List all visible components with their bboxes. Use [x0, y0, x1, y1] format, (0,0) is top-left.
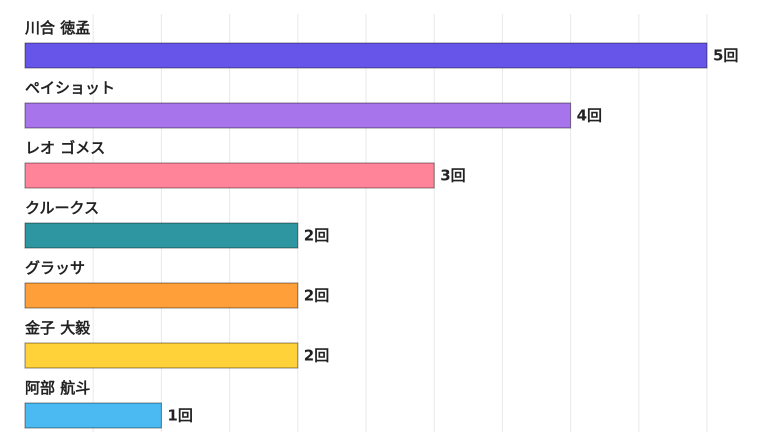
bar [24, 342, 299, 369]
category-label: 川合 徳孟 [24, 19, 90, 37]
bar [24, 282, 299, 309]
category-label: 阿部 航斗 [25, 379, 90, 397]
value-label: 2回 [304, 347, 329, 365]
bar [24, 102, 572, 129]
category-label: クルークス [25, 199, 99, 217]
category-label: レオ ゴメス [25, 139, 105, 157]
value-label: 1回 [167, 407, 192, 425]
gridlines [92, 14, 708, 432]
bar [24, 42, 708, 69]
category-label: 金子 大毅 [24, 319, 91, 337]
category-label: グラッサ [25, 259, 85, 277]
value-label: 4回 [577, 107, 602, 125]
bar [24, 402, 162, 429]
value-label: 3回 [440, 167, 465, 185]
value-label: 2回 [304, 227, 329, 245]
bar [24, 222, 299, 249]
value-label: 5回 [713, 47, 738, 65]
category-label: ペイショット [25, 79, 115, 97]
bar [24, 162, 435, 189]
value-label: 2回 [304, 287, 329, 305]
